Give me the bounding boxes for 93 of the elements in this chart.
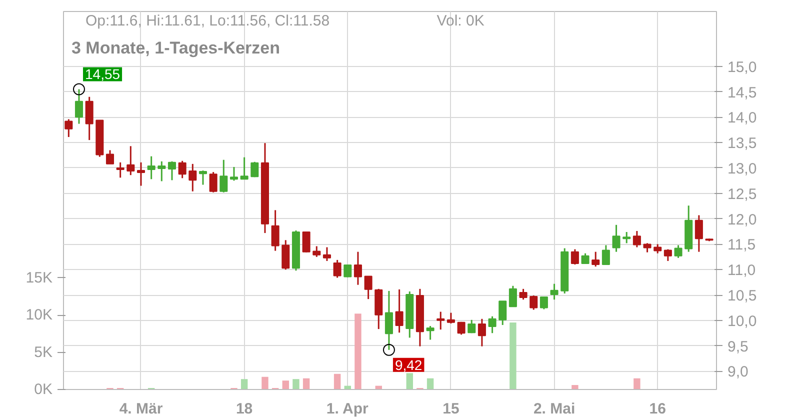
bar xyxy=(302,378,310,390)
candlestick xyxy=(147,156,156,180)
bar xyxy=(510,322,516,390)
candlestick xyxy=(550,283,558,300)
y-tick-label: 13,0 xyxy=(728,160,757,178)
x-tick-label: 1. Apr xyxy=(326,400,368,418)
candlestick xyxy=(364,275,372,300)
candlestick xyxy=(126,145,135,176)
candlestick xyxy=(674,244,682,259)
y-tick-label: 9,5 xyxy=(728,338,748,356)
candlestick xyxy=(530,294,538,310)
candlestick xyxy=(664,248,672,262)
candlestick xyxy=(436,311,445,330)
bar xyxy=(240,379,248,390)
y2-tick-label: 0K xyxy=(34,381,53,398)
candlestick xyxy=(592,251,600,268)
bar xyxy=(354,314,362,390)
bar xyxy=(406,373,413,390)
y-tick-label: 10,0 xyxy=(728,312,757,330)
y-tick-label: 12,0 xyxy=(728,211,757,228)
candlestick xyxy=(612,224,620,253)
x-tick-label: 18 xyxy=(236,400,253,418)
candlestick xyxy=(468,319,476,334)
candlestick xyxy=(426,325,434,340)
candlestick xyxy=(282,239,290,270)
candlestick xyxy=(220,159,228,194)
annotation: Op:11.6, Hi:11.61, Lo:11.56, Cl:11.58 xyxy=(86,12,330,30)
candlestick xyxy=(488,316,496,334)
candlestick xyxy=(498,300,507,326)
candlestick xyxy=(622,231,631,244)
y2-tick-label: 10K xyxy=(26,306,53,324)
y-tick-label: 11,5 xyxy=(728,236,756,254)
x-tick-label: 2. Mai xyxy=(533,400,576,418)
candlestick xyxy=(85,96,94,141)
candlestick xyxy=(250,161,259,178)
x-tick-label: 4. Mär xyxy=(119,400,163,418)
candlestick xyxy=(540,296,548,310)
candlestick xyxy=(136,162,146,187)
y-tick-label: 14,0 xyxy=(728,110,757,127)
candlestick xyxy=(116,162,124,178)
annotation: Vol: 0K xyxy=(436,12,484,30)
bar xyxy=(334,374,341,390)
candlestick xyxy=(654,243,662,254)
candlestick xyxy=(209,171,218,194)
candlestick xyxy=(478,318,486,348)
x-tick-label: 16 xyxy=(649,400,666,418)
y-tick-label: 9,0 xyxy=(728,364,748,381)
text: 3 Monate, 1-Tages-Kerzen xyxy=(72,38,280,58)
candlestick xyxy=(446,312,455,324)
bar xyxy=(634,378,640,390)
bar xyxy=(572,385,578,390)
candlestick xyxy=(158,160,166,182)
candlestick xyxy=(188,163,197,192)
candlestick xyxy=(570,248,579,266)
y-tick-label: 14,5 xyxy=(728,84,757,102)
bar xyxy=(262,376,268,390)
bar xyxy=(292,379,300,390)
candlestick xyxy=(64,118,73,138)
candlestick xyxy=(354,251,362,286)
candlestick xyxy=(602,244,610,266)
y-tick-label: 12,5 xyxy=(728,186,757,203)
candlestick xyxy=(271,209,280,252)
y-tick-label: 15,0 xyxy=(728,58,757,76)
candlestick xyxy=(312,245,321,258)
y-tick-label: 13,5 xyxy=(728,135,757,152)
candlestick xyxy=(508,285,517,308)
bar xyxy=(282,380,289,390)
candlestick xyxy=(168,160,176,181)
candlestick xyxy=(302,230,310,254)
candlestick xyxy=(632,230,641,248)
candlestick xyxy=(643,242,652,254)
candlestick xyxy=(395,288,404,334)
candlestick xyxy=(106,149,114,165)
candlestick xyxy=(322,246,331,262)
candlestick xyxy=(519,288,528,300)
x-tick-label: 15 xyxy=(442,400,460,418)
candlestick xyxy=(333,259,342,278)
y2-tick-label: 5K xyxy=(34,344,53,361)
candlestick xyxy=(581,252,590,264)
candlestick xyxy=(457,321,466,336)
bar xyxy=(426,378,434,390)
y-tick-label: 11,0 xyxy=(728,262,756,280)
y-tick-label: 10,5 xyxy=(728,288,757,304)
candlestick xyxy=(344,264,352,278)
candlestick xyxy=(230,166,238,182)
candlestick xyxy=(384,290,393,351)
candlestick xyxy=(240,156,248,180)
y2-tick-label: 15K xyxy=(26,269,53,286)
candlestick xyxy=(198,170,207,186)
data-label: 9,42 xyxy=(394,356,422,373)
candlestick xyxy=(178,160,186,179)
candlestick xyxy=(694,214,703,253)
data-label: 14,55 xyxy=(85,66,120,82)
